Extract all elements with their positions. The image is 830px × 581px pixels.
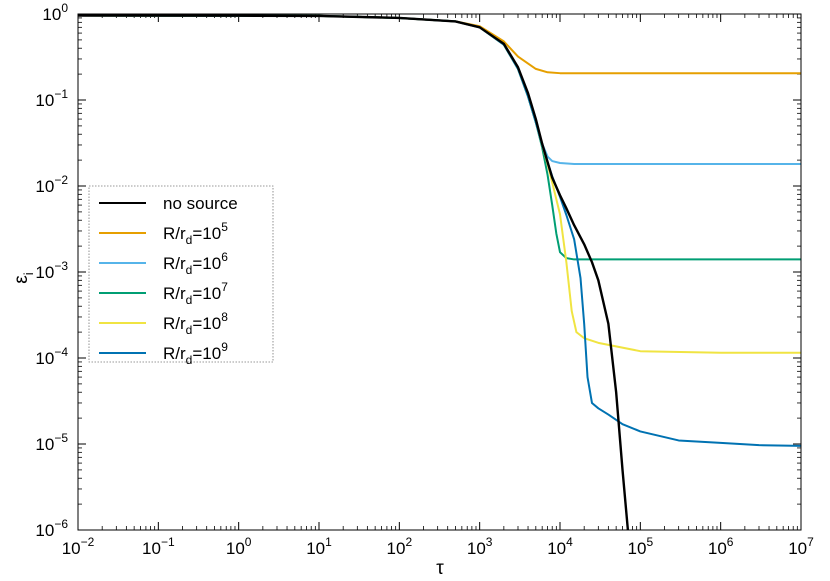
x-tick-label: 10−2 (62, 535, 95, 558)
legend-label: R/rd=109 (163, 340, 228, 367)
legend-box (88, 185, 274, 363)
x-tick-label: 102 (387, 535, 413, 558)
x-tick-label: 107 (788, 535, 814, 558)
y-tick-label: 100 (42, 1, 68, 24)
x-tick-label: 106 (708, 535, 734, 558)
y-tick-label: 10−3 (35, 259, 68, 282)
legend-label: R/rd=106 (163, 250, 228, 277)
legend: no source R/rd=105 R/rd=106 R/rd=107 R/rd=10… (88, 185, 274, 367)
x-tick-label: 101 (306, 535, 332, 558)
series-line-0 (78, 14, 630, 530)
y-tick-label: 10−5 (35, 431, 68, 454)
x-tick-label: 10−1 (142, 535, 175, 558)
y-tick-label: 10−6 (35, 517, 68, 540)
series-line-2 (78, 14, 801, 166)
y-axis-label: εi (11, 272, 36, 283)
tick-labels: 10−2 10−1 100 101 102 103 104 105 106 107 10−6 10−5… (35, 1, 814, 558)
legend-label: R/rd=107 (163, 280, 228, 307)
series-line-1 (78, 14, 801, 75)
legend-label: R/rd=108 (163, 310, 228, 337)
x-tick-label: 103 (467, 535, 493, 558)
y-tick-label: 10−4 (35, 345, 68, 368)
series-lines (78, 14, 801, 530)
x-tick-label: 100 (226, 535, 252, 558)
x-tick-label: 105 (628, 535, 654, 558)
axis-ticks (77, 13, 802, 531)
x-axis-label: τ (436, 558, 444, 579)
y-tick-label: 10−1 (35, 87, 68, 110)
legend-label: no source (163, 194, 238, 213)
y-tick-label: 10−2 (35, 173, 68, 196)
plot-frame (77, 13, 802, 531)
x-tick-label: 104 (547, 535, 573, 558)
legend-label: R/rd=105 (163, 220, 228, 247)
